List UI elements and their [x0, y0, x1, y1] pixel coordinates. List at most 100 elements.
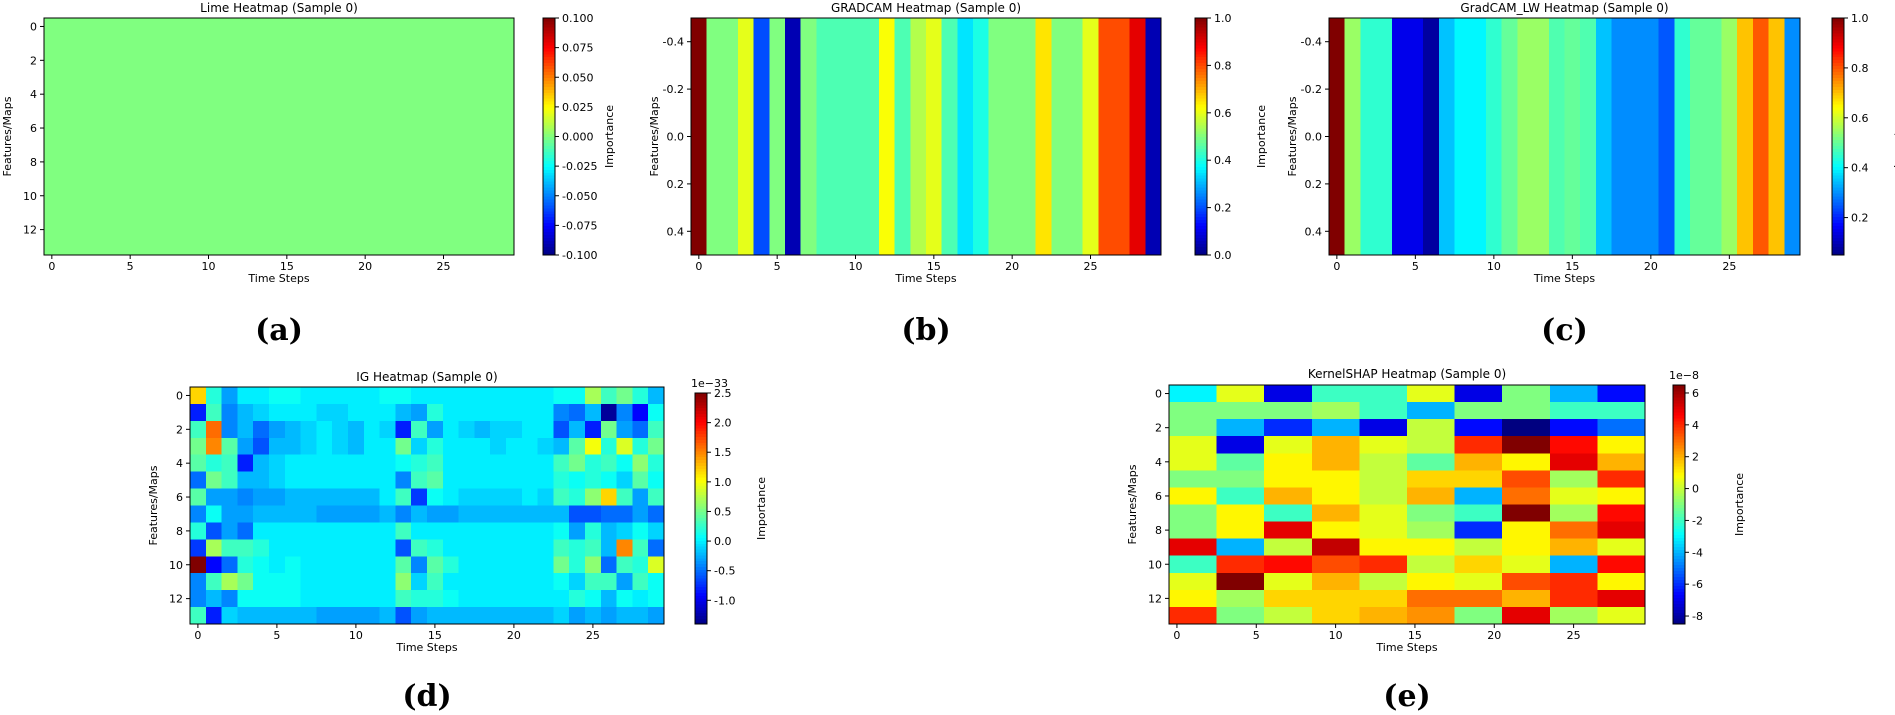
panel-b-colorbar-tick-label: 0.6 — [1214, 107, 1232, 120]
panel-b-colorbar-band — [1195, 109, 1207, 114]
panel-c-cell — [1595, 18, 1613, 256]
panel-a-cell — [185, 18, 202, 36]
panel-a-cell — [341, 136, 358, 155]
panel-e-colorbar-band — [1673, 582, 1685, 586]
panel-d-cell — [237, 420, 254, 439]
panel-b-cell — [941, 18, 958, 256]
panel-a-cell — [138, 34, 155, 53]
panel-d-cell — [269, 556, 286, 574]
panel-d-cell — [348, 403, 365, 422]
panel-b-colorbar-band — [1195, 219, 1207, 224]
panel-a-colorbar-band — [543, 86, 555, 90]
panel-b-label: (b) — [901, 313, 950, 348]
panel-e-cell — [1169, 504, 1218, 523]
panel-a-colorbar-band — [543, 23, 555, 28]
panel-d-cell — [269, 437, 286, 456]
panel-d-colorbar-band — [695, 407, 707, 412]
panel-e-cell — [1597, 470, 1646, 489]
panel-e-cell — [1169, 538, 1218, 557]
panel-a-cell — [435, 153, 452, 171]
panel-d-colorbar-band — [695, 540, 707, 544]
panel-b-title: GRADCAM Heatmap (Sample 0) — [831, 1, 1021, 15]
panel-d-cell — [474, 607, 491, 625]
panel-d-cell — [395, 522, 412, 540]
panel-d-colorbar-band — [695, 546, 707, 550]
panel-b-colorbar-band — [1195, 231, 1207, 235]
panel-a-cell — [138, 68, 155, 87]
panel-d-cell — [521, 607, 539, 625]
panel-d-cell — [316, 488, 333, 507]
panel-a-cell — [169, 170, 186, 188]
panel-e-cell — [1216, 504, 1265, 523]
panel-b-colorbar-band — [1195, 32, 1207, 37]
panel-e-colorbar-band — [1673, 385, 1685, 389]
panel-e-colorbar-band — [1673, 513, 1685, 518]
panel-a-cell — [420, 238, 437, 256]
panel-a-cell — [451, 85, 468, 104]
panel-a-cell — [247, 68, 264, 87]
panel-e-label: (e) — [1383, 679, 1430, 714]
panel-d-colorbar-band — [695, 418, 707, 423]
panel-a-colorbar-band — [543, 180, 555, 185]
panel-c-colorbar-band — [1832, 186, 1844, 191]
panel-a-cell — [232, 136, 249, 155]
panel-d-cell — [585, 437, 602, 456]
panel-c-cell — [1643, 18, 1660, 256]
panel-a-cell — [420, 221, 437, 239]
panel-d-cell — [221, 505, 238, 524]
panel-d-colorbar-band — [695, 572, 707, 576]
panel-a-ytick-label: 8 — [30, 156, 37, 169]
panel-b-colorbar-tick-label: 0.0 — [1214, 249, 1232, 262]
panel-d-cell — [395, 590, 412, 608]
panel-e-cell — [1311, 555, 1360, 574]
panel-d-colorbar-band — [695, 580, 707, 585]
panel-d-cell — [506, 607, 523, 625]
panel-d-cell — [506, 454, 523, 473]
panel-a-cell — [482, 187, 499, 205]
panel-e-colorbar-band — [1673, 567, 1685, 571]
panel-a-cell — [106, 119, 123, 138]
panel-d-cell — [237, 522, 254, 540]
panel-c-colorbar-band — [1832, 195, 1844, 200]
panel-b-colorbar-band — [1195, 56, 1207, 61]
panel-e-colorbar-band — [1673, 483, 1685, 488]
panel-d-cell — [332, 522, 349, 540]
panel-a-cell — [279, 119, 296, 138]
panel-a-cell — [357, 68, 374, 87]
panel-a-cell — [388, 221, 405, 239]
panel-a-cell — [59, 34, 76, 53]
panel-d-colorbar-band — [695, 494, 707, 498]
panel-b-colorbar-band — [1195, 198, 1207, 203]
panel-a-cell — [310, 204, 327, 222]
panel-b-colorbar-band — [1195, 249, 1207, 253]
panel-a-cell — [404, 51, 421, 70]
panel-a-cell — [435, 238, 452, 256]
panel-b-colorbar-band — [1195, 100, 1207, 105]
panel-e-cell — [1502, 487, 1551, 506]
panel-d-cell — [458, 573, 475, 591]
panel-d-cell — [506, 471, 523, 490]
panel-d-colorbar-multiplier: 1e−33 — [691, 377, 728, 390]
panel-b-colorbar-band — [1195, 189, 1207, 194]
panel-a-colorbar-band — [543, 219, 555, 224]
panel-d-colorbar-band — [695, 439, 707, 443]
panel-a-cell — [467, 136, 484, 155]
panel-a-cell — [153, 85, 170, 104]
panel-a-cell — [279, 238, 296, 256]
panel-c-colorbar-band — [1832, 237, 1844, 241]
panel-d-cell — [269, 539, 286, 557]
panel-d-cell — [379, 420, 396, 439]
panel-a-cell — [498, 238, 515, 256]
panel-d-ytick-label: 6 — [176, 491, 183, 504]
panel-a-frame — [43, 17, 515, 256]
panel-d-cell — [553, 420, 570, 439]
panel-a-cell — [200, 187, 217, 205]
panel-a-cell — [326, 238, 343, 256]
panel-d-cell — [348, 556, 365, 574]
panel-d-cell — [363, 454, 381, 473]
panel-d-cell — [411, 607, 428, 625]
panel-c-colorbar-band — [1832, 35, 1844, 40]
panel-b-colorbar-band — [1195, 186, 1207, 191]
panel-c-colorbar-band — [1832, 180, 1844, 185]
panel-d-cell — [348, 505, 365, 524]
